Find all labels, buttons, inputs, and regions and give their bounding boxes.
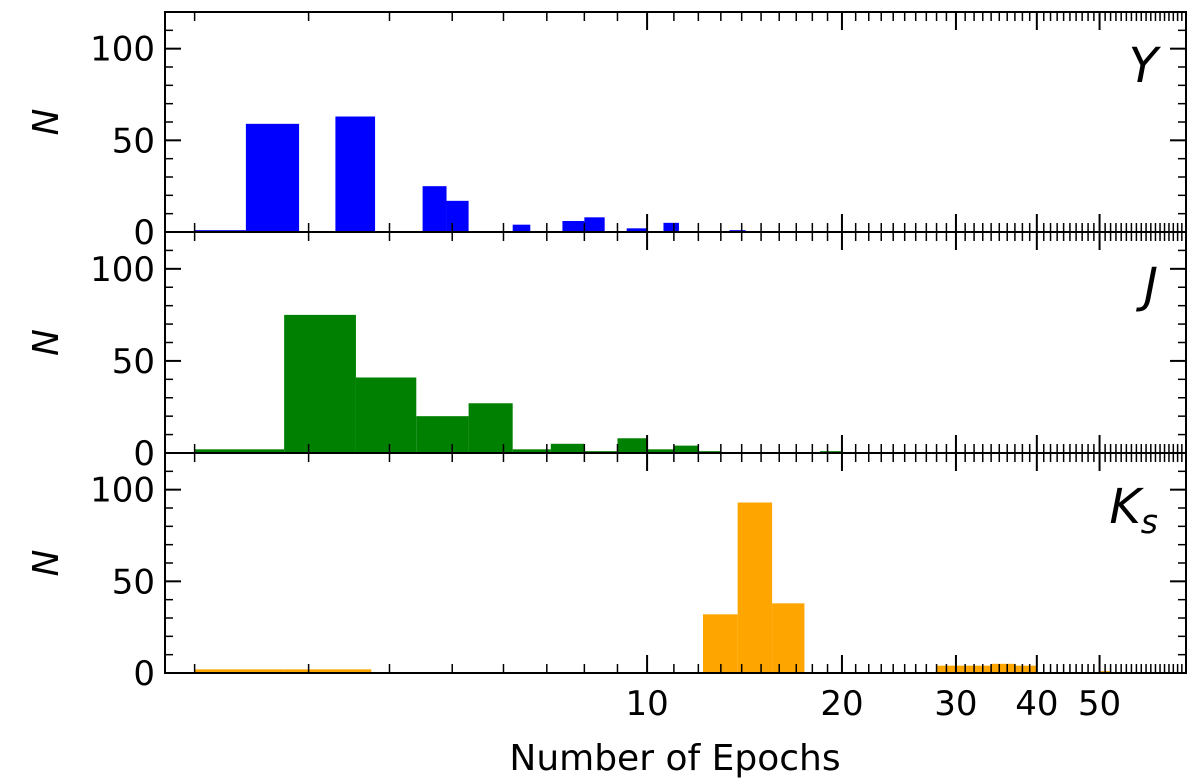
band-label-y: Y: [1129, 38, 1162, 94]
bar-j-0: [194, 449, 285, 453]
panel-frame-y: [164, 11, 1187, 233]
bar-j-9: [647, 449, 674, 453]
band-label-ks: Ks: [1109, 479, 1158, 541]
y-tick-label: 50: [112, 342, 155, 382]
bar-j-3: [416, 416, 469, 453]
bar-y-1: [245, 123, 300, 232]
y-tick-label: 50: [112, 121, 155, 161]
y-tick-label: 0: [133, 654, 155, 694]
x-tick-labels: 10 20 30 40 50: [625, 684, 1121, 724]
panel-j: 0 50 100 N J: [26, 231, 1187, 474]
bar-ks-7: [936, 665, 966, 673]
y-axis-title: N: [26, 329, 67, 356]
y-tick-label: 100: [90, 471, 155, 511]
y-axis-title: N: [26, 109, 67, 136]
bar-j-2: [355, 377, 417, 453]
bar-ks-10: [1014, 665, 1037, 673]
panel-y: 0 50 100 N Y: [26, 11, 1187, 253]
bar-y-8: [626, 228, 648, 232]
bar-y-5: [512, 224, 531, 232]
bar-ks-3: [702, 614, 738, 673]
bar-j-4: [468, 403, 513, 453]
x-axis-title: Number of Epochs: [509, 738, 840, 779]
y-axis-title: N: [26, 550, 67, 577]
bar-ks-0: [194, 669, 285, 673]
bar-ks-8: [965, 665, 992, 673]
y-tick-label: 100: [90, 250, 155, 290]
x-tick-label: 20: [820, 684, 863, 724]
band-label-j: J: [1136, 258, 1158, 314]
bar-y-7: [584, 217, 605, 232]
bar-j-10: [673, 445, 699, 453]
panel-frame-ks: [164, 452, 1187, 674]
bar-y-2: [335, 116, 376, 232]
bar-ks-5: [772, 603, 805, 673]
bar-ks-4: [737, 502, 773, 673]
bar-j-1: [284, 314, 356, 454]
x-tick-label: 30: [934, 684, 977, 724]
bar-y-3: [422, 186, 447, 232]
y-tick-label: 100: [90, 30, 155, 70]
bar-ks-1: [284, 669, 372, 673]
histogram-panels: 0 50 100 N Y 0 50 100 N J 0 50 100 N Ks: [26, 11, 1187, 694]
panel-ks: 0 50 100 N Ks: [26, 452, 1187, 694]
bar-j-6: [550, 443, 585, 453]
bar-ks-9: [991, 663, 1015, 673]
bar-y-6: [562, 221, 585, 232]
x-tick-label: 10: [625, 684, 668, 724]
bar-y-9: [663, 222, 679, 232]
y-tick-label: 0: [133, 434, 155, 474]
bar-j-8: [617, 438, 648, 453]
bar-j-5: [512, 449, 551, 453]
x-tick-label: 40: [1015, 684, 1058, 724]
bar-y-4: [446, 200, 469, 232]
y-tick-label: 0: [133, 213, 155, 253]
y-tick-label: 50: [112, 562, 155, 602]
x-tick-label: 50: [1078, 684, 1121, 724]
